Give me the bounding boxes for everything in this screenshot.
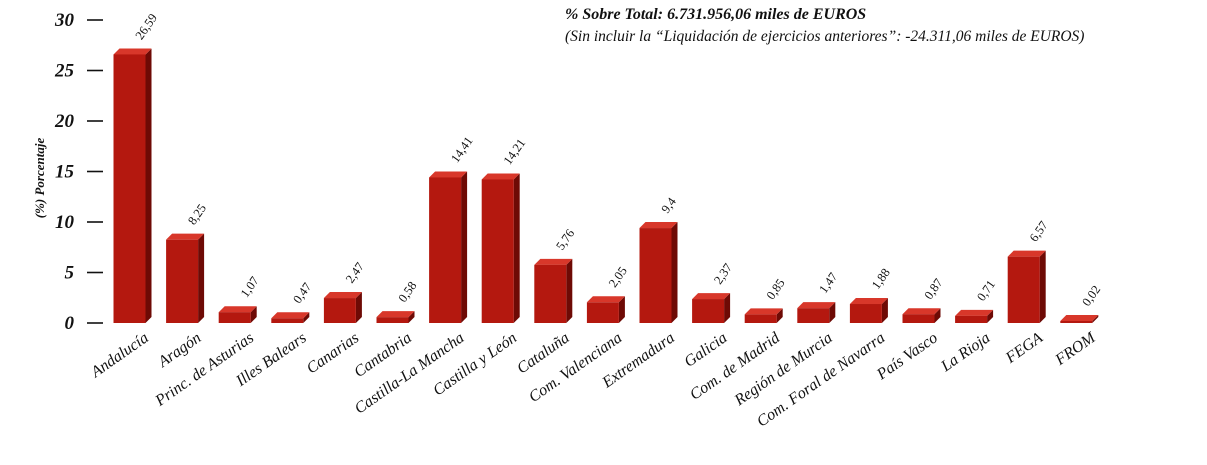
bar <box>849 304 882 323</box>
bar-value-label: 1,07 <box>238 274 262 300</box>
bar-value-label: 2,47 <box>343 260 367 286</box>
bar-side <box>829 302 836 323</box>
bar-side <box>198 233 205 323</box>
bar-top <box>218 306 257 313</box>
bar-side <box>408 311 415 323</box>
bar-value-label: 2,05 <box>606 264 630 290</box>
bar-side <box>881 298 888 323</box>
bar-value-label: 26,59 <box>132 11 160 42</box>
bar-top <box>429 171 468 178</box>
x-tick-label: FROM <box>1052 328 1100 369</box>
bar-value-label: 1,88 <box>869 266 893 292</box>
bar-top <box>902 308 941 315</box>
y-tick-label: 25 <box>54 61 75 82</box>
bar-side <box>618 296 625 323</box>
bar <box>481 179 514 323</box>
bar-value-label: 14,21 <box>501 136 529 167</box>
bar <box>1007 256 1040 323</box>
bar <box>902 314 935 323</box>
bar <box>166 239 199 323</box>
bar-top <box>1060 315 1099 321</box>
bar-top <box>955 309 994 316</box>
bar <box>113 54 146 323</box>
bar-value-label: 0,85 <box>764 276 788 302</box>
bar-top <box>113 48 152 55</box>
bar-top <box>692 293 731 300</box>
bar-top <box>481 173 520 180</box>
bar-side <box>461 171 468 323</box>
bar-side <box>355 292 362 323</box>
bar-top <box>639 222 678 229</box>
bar-side <box>513 173 520 323</box>
bar-top <box>271 312 310 319</box>
bar-side <box>250 306 257 323</box>
bar-value-label: 1,47 <box>816 270 840 296</box>
bar <box>376 317 409 323</box>
y-tick-label: 30 <box>54 10 75 31</box>
bar-value-label: 5,76 <box>553 227 577 253</box>
bar-top <box>534 258 573 265</box>
bar-side <box>987 309 994 323</box>
bar <box>797 308 830 323</box>
x-tick-label: La Rioja <box>937 329 993 375</box>
bar-side <box>303 312 310 323</box>
bar-value-label: 0,71 <box>974 278 998 304</box>
bar <box>323 298 356 323</box>
bar-top <box>1007 250 1046 257</box>
chart-title: % Sobre Total: 6.731.956,06 miles de EUR… <box>565 6 867 23</box>
bar-top <box>323 292 362 299</box>
bar-side <box>934 308 941 323</box>
bar-value-label: 0,58 <box>395 279 419 305</box>
bar-value-label: 9,4 <box>658 194 679 215</box>
bar <box>534 264 567 323</box>
bar-top <box>744 308 783 315</box>
bar <box>692 299 725 323</box>
bar-value-label: 8,25 <box>185 201 209 227</box>
y-tick-label: 15 <box>55 162 75 183</box>
bar <box>586 302 619 323</box>
bar <box>1060 321 1093 323</box>
bar-value-label: 0,87 <box>921 276 945 302</box>
y-tick-label: 5 <box>65 263 75 284</box>
bar-top <box>797 302 836 309</box>
bar-value-label: 0,47 <box>290 280 314 306</box>
x-tick-label: FEGA <box>1002 329 1046 367</box>
bar-top <box>849 298 888 305</box>
bar <box>744 314 777 323</box>
bar-value-label: 14,41 <box>448 134 476 165</box>
bar-value-label: 6,57 <box>1027 218 1051 244</box>
bar-side <box>1039 250 1046 323</box>
bar-side <box>776 308 783 323</box>
bar-top <box>586 296 625 303</box>
y-tick-label: 10 <box>55 212 75 233</box>
bar <box>639 228 672 323</box>
y-tick-label: 0 <box>65 313 75 334</box>
bar <box>955 315 988 323</box>
bar-side <box>724 293 731 323</box>
bar-side <box>145 48 152 323</box>
chart-subtitle: (Sin incluir la “Liquidación de ejercici… <box>565 28 1085 45</box>
y-tick-label: 20 <box>54 111 75 132</box>
bar-top <box>376 311 415 318</box>
bar <box>271 318 304 323</box>
bar-top <box>166 233 205 240</box>
bar-side <box>671 222 678 323</box>
bar-value-label: 0,02 <box>1079 283 1103 309</box>
bar-value-label: 2,37 <box>711 261 735 287</box>
bar-side <box>1092 315 1099 323</box>
bar <box>429 177 462 323</box>
x-tick-label: Com. Valenciana <box>526 329 625 406</box>
bar-side <box>566 258 573 323</box>
x-tick-label: Andalucía <box>87 329 151 381</box>
bar <box>218 312 251 323</box>
